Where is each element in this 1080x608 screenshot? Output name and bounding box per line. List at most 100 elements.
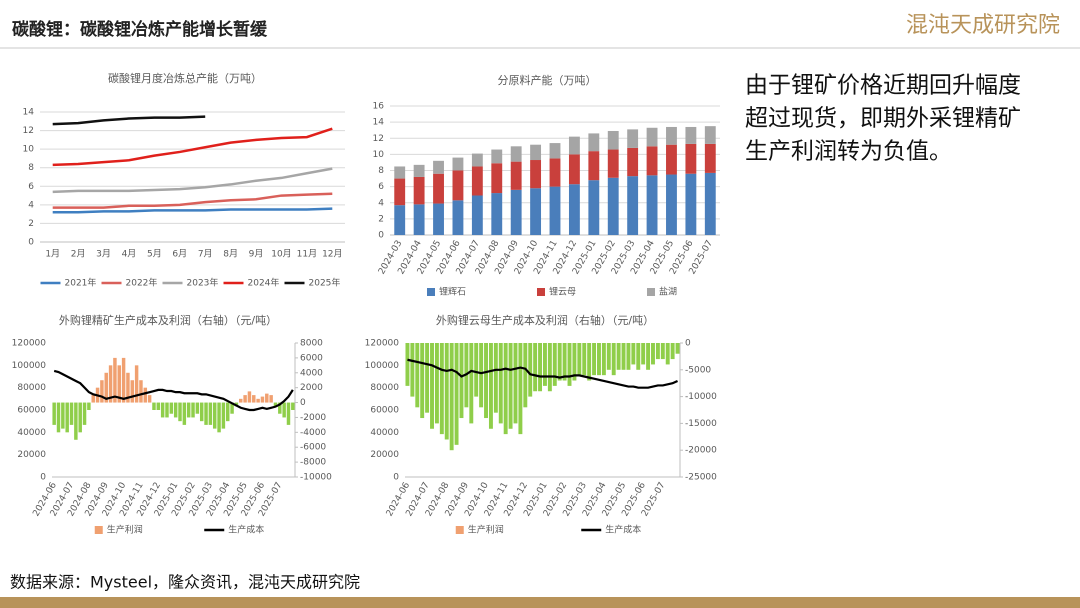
y2-tick-label: 8000: [300, 339, 323, 349]
bar: [413, 204, 425, 235]
bar: [160, 402, 165, 418]
legend-swatch: [647, 288, 655, 296]
bar: [491, 149, 503, 164]
bar: [568, 154, 580, 185]
bar: [208, 402, 213, 425]
bar: [568, 184, 580, 235]
bar: [226, 402, 230, 422]
bar: [704, 172, 716, 235]
bar: [91, 395, 95, 403]
line: [52, 192, 333, 209]
y-tick-label: 12: [373, 134, 384, 144]
bar: [588, 133, 600, 152]
bar: [439, 343, 444, 435]
x-tick-label: 4月: [122, 249, 137, 260]
bar: [52, 402, 56, 425]
bar: [665, 343, 670, 365]
bar: [169, 402, 174, 414]
x-tick-label: 3月: [96, 249, 111, 260]
bar: [61, 402, 65, 429]
bar: [178, 402, 182, 422]
bar: [626, 343, 631, 370]
legend-swatch: [455, 526, 464, 534]
bar: [488, 343, 493, 429]
bar: [549, 143, 561, 159]
y-tick-label: 20000: [17, 450, 46, 460]
bar: [651, 343, 655, 365]
bar: [186, 402, 191, 418]
bar: [195, 402, 200, 414]
x-tick-label: 1月: [45, 249, 60, 260]
x-tick-label: 12月: [322, 249, 342, 260]
bar: [104, 372, 108, 403]
bar: [577, 343, 582, 376]
bar: [518, 343, 523, 435]
legend-label: 2024年: [248, 277, 280, 289]
y-tick-label: 120000: [365, 339, 400, 349]
bar: [247, 391, 252, 403]
bar: [479, 343, 484, 408]
bar: [282, 402, 286, 418]
bar: [273, 402, 278, 407]
source: 数据来源：Mysteel，隆众资讯，混沌天成研究院: [10, 573, 360, 592]
line: [407, 358, 679, 389]
bar: [286, 402, 291, 425]
bar: [394, 205, 406, 235]
y2-tick-label: -2000: [300, 413, 326, 423]
bar: [256, 398, 260, 403]
y-tick-label: 0: [28, 238, 34, 248]
bar: [685, 126, 697, 144]
bar: [433, 203, 444, 235]
legend-label: 2022年: [126, 277, 158, 289]
bar: [675, 343, 680, 354]
bar: [513, 343, 518, 424]
legend-label: 2021年: [65, 277, 97, 289]
logo: 混沌天成研究院: [906, 13, 1060, 38]
bar: [291, 402, 295, 410]
bar: [217, 402, 221, 433]
y-tick-label: 0: [378, 231, 384, 241]
y-tick-label: 100000: [365, 361, 400, 371]
bar: [588, 151, 600, 181]
bar: [491, 163, 503, 194]
bar: [410, 343, 415, 397]
line: [53, 369, 294, 412]
legend-label: 锂辉石: [439, 286, 466, 298]
bar: [567, 343, 572, 386]
x-tick-label: 6月: [172, 249, 187, 260]
bar: [493, 343, 498, 413]
legend-label: 生产利润: [107, 524, 143, 536]
bar: [165, 402, 169, 418]
bar: [69, 402, 74, 425]
bar: [491, 193, 503, 235]
y2-tick-label: -25000: [685, 473, 717, 483]
bar: [510, 146, 522, 162]
bar: [582, 343, 587, 376]
bar: [415, 343, 420, 408]
bar: [221, 402, 226, 429]
bar: [469, 343, 474, 424]
x-tick-label: 7月: [198, 249, 213, 260]
y2-tick-label: 2000: [300, 383, 323, 393]
bar: [452, 200, 464, 235]
y2-tick-label: -6000: [300, 443, 326, 453]
legend-label: 生产成本: [605, 524, 641, 536]
bar: [655, 343, 660, 360]
y2-tick-label: -8000: [300, 458, 326, 468]
bar: [413, 164, 425, 177]
y-tick-label: 2: [378, 214, 384, 224]
y2-tick-label: 0: [300, 398, 306, 408]
bar: [666, 144, 677, 175]
bar: [607, 177, 619, 235]
x-tick-label: 2月: [71, 249, 86, 260]
line: [52, 207, 333, 214]
bar: [498, 343, 503, 424]
legend-label: 生产利润: [468, 524, 504, 536]
bar: [147, 395, 152, 403]
bar: [471, 166, 483, 196]
bar: [631, 343, 636, 365]
bar: [503, 343, 508, 435]
bar: [646, 146, 658, 176]
footer-bar: [0, 597, 1080, 608]
